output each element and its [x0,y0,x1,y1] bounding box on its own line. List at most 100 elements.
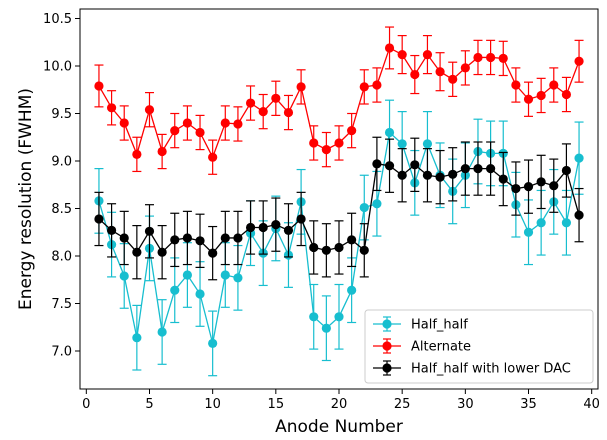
data-point [283,225,294,235]
data-point [347,126,357,136]
data-point [182,270,192,280]
data-point [106,103,117,113]
data-point [359,202,369,213]
x-tick-label: 15 [268,397,285,412]
legend-item: Alternate [373,338,471,355]
data-point [106,225,117,235]
data-point [511,183,521,194]
data-point [561,218,572,228]
data-point [410,160,420,170]
x-tick-label: 30 [457,397,474,412]
data-point [435,172,445,182]
data-point [523,94,534,104]
x-axis-label: Anode Number [275,417,403,437]
data-point [384,43,395,53]
data-point [157,247,167,257]
data-point [208,152,218,162]
data-point [119,233,129,243]
legend-label: Alternate [411,340,471,355]
legend-box [364,309,594,384]
legend-swatch-marker [382,363,392,373]
data-point [410,69,420,80]
data-point [321,245,331,255]
data-point [347,235,357,245]
data-point [208,248,218,258]
data-point [397,170,407,180]
data-point [549,181,559,191]
data-point [448,169,458,179]
data-point [309,138,319,148]
data-point [195,127,205,138]
data-point [347,285,357,295]
data-point [94,81,104,91]
data-point [208,338,218,348]
data-point [460,164,470,174]
data-point [258,222,268,233]
data-point [157,146,167,157]
legend-item: Half_half with lower DAC [373,360,571,377]
legend-label: Half_half [411,318,468,333]
data-point [119,271,129,281]
data-point [359,245,369,255]
x-tick-label: 0 [82,397,90,412]
data-point [321,323,331,333]
data-point [549,80,559,90]
x-tick-label: 20 [331,397,348,412]
data-point [94,214,104,224]
data-point [157,327,167,337]
data-point [334,312,344,322]
data-point [309,242,319,253]
data-point [233,119,243,129]
x-tick-label: 25 [394,397,411,412]
data-point [271,220,281,230]
y-tick-label: 9.0 [51,155,72,170]
data-point [182,233,192,243]
data-point [334,138,344,148]
y-tick-label: 8.0 [51,250,72,265]
legend-item: Half_half [373,316,468,333]
data-point [372,199,382,209]
x-tick-label: 35 [520,397,537,412]
data-point [296,214,306,224]
data-point [195,289,205,299]
y-tick-label: 10.5 [43,12,72,27]
data-point [574,153,584,163]
data-point [334,242,344,253]
data-point [384,127,395,138]
data-point [245,98,256,108]
y-tick-label: 7.5 [51,297,72,312]
data-point [182,118,192,128]
data-point [435,67,445,77]
y-tick-label: 10.0 [43,60,72,75]
data-point [245,222,256,233]
data-point [460,63,470,73]
data-point [144,105,155,115]
data-point [144,226,155,236]
series-alternate [94,26,584,175]
data-point [195,236,205,246]
data-point [321,145,331,155]
data-point [511,80,521,90]
legend-label: Half_half with lower DAC [411,362,571,377]
data-point [170,235,180,245]
data-point [220,118,230,128]
legend-swatch-marker [382,341,392,351]
series-layer [94,26,584,377]
y-tick-label: 9.5 [51,107,72,122]
data-point [170,126,180,136]
data-point [536,177,546,187]
y-tick-label: 8.5 [51,202,72,217]
data-point [561,165,572,176]
data-point [220,233,230,243]
data-point [296,82,306,92]
data-point [536,90,546,101]
data-point [372,159,382,169]
data-point [448,74,458,84]
data-point [498,53,508,64]
data-point [397,50,407,60]
axes-layer: 0 5 10 15 20 25 30 35 40 7.0 7.5 8.0 8.5 9.0 9.5 10.0 10… [43,12,600,412]
data-point [473,52,483,63]
data-point [359,82,369,92]
data-point [283,107,294,118]
data-point [422,170,433,180]
